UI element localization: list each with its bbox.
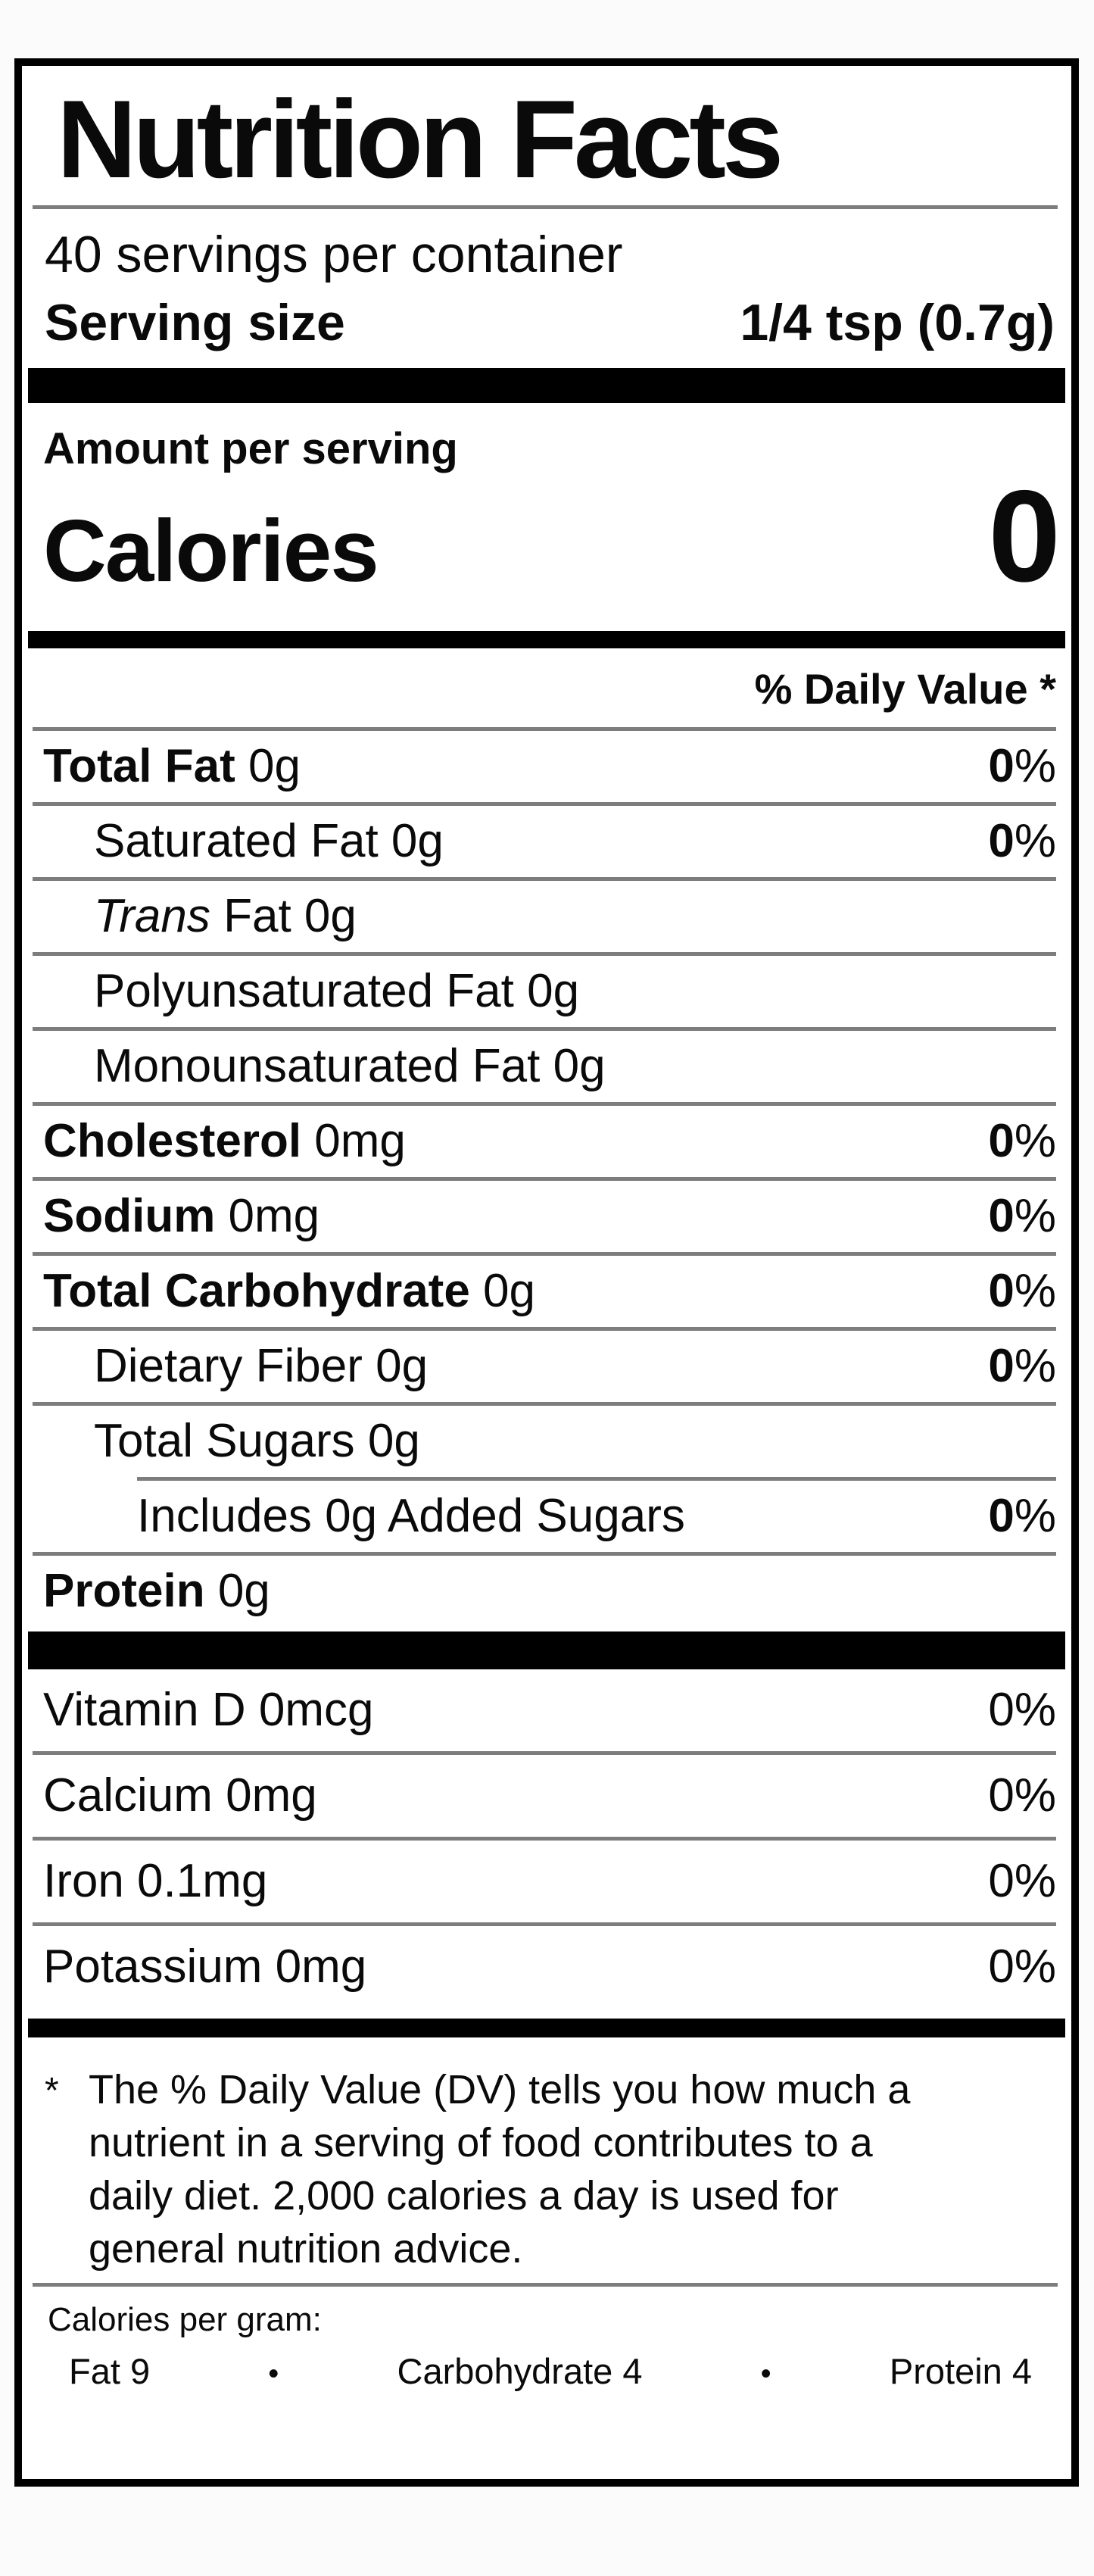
row-divider — [137, 1476, 1056, 1481]
row-divider — [33, 1401, 1056, 1406]
nutrient-name: Potassium 0mg — [43, 1940, 367, 1993]
footnote-text: The % Daily Value (DV) tells you how muc… — [89, 2066, 911, 2272]
nutrient-name: Calcium 0mg — [43, 1769, 317, 1822]
row-divider — [33, 1176, 1056, 1181]
row-divider — [33, 1750, 1056, 1755]
nutrient-row: Includes 0g Added Sugars 0% — [22, 1481, 1071, 1552]
row-divider — [33, 1836, 1056, 1841]
footnote: * The % Daily Value (DV) tells you how m… — [45, 2063, 1041, 2276]
title-divider — [33, 205, 1058, 209]
nutrient-name: Total Sugars 0g — [94, 1414, 420, 1467]
serving-size-value: 1/4 tsp (0.7g) — [740, 294, 1055, 351]
bullet-separator: • — [268, 2357, 279, 2391]
daily-value-percent: 0% — [988, 739, 1056, 792]
calories-value: 0 — [988, 464, 1061, 609]
nutrient-name: Cholesterol 0mg — [43, 1114, 406, 1167]
footer-divider — [33, 2283, 1058, 2287]
daily-value-percent: 0% — [988, 1339, 1056, 1392]
nutrient-row: Polyunsaturated Fat 0g — [22, 956, 1071, 1027]
footnote-separator-bar — [28, 2018, 1065, 2037]
calories-per-gram-item: Protein 4 — [889, 2351, 1032, 2392]
nutrient-name: Dietary Fiber 0g — [94, 1339, 429, 1392]
footnote-asterisk: * — [45, 2070, 59, 2111]
vitamin-mineral-rows: Vitamin D 0mcg 0% Calcium 0mg 0% Iron 0.1mg 0… — [22, 1669, 1071, 2008]
row-divider — [33, 1251, 1056, 1256]
row-divider — [33, 726, 1056, 731]
nutrient-row: Calcium 0mg 0% — [22, 1755, 1071, 1837]
daily-value-percent: 0% — [988, 1489, 1056, 1542]
amount-per-serving-label: Amount per serving — [43, 424, 458, 473]
nutrient-row: Potassium 0mg 0% — [22, 1926, 1071, 2008]
row-divider — [33, 1326, 1056, 1331]
nutrient-row: Iron 0.1mg 0% — [22, 1841, 1071, 1922]
row-divider — [33, 1922, 1056, 1926]
daily-value-percent: 0% — [988, 1683, 1056, 1736]
nutrient-row: Monounsaturated Fat 0g — [22, 1031, 1071, 1102]
nutrient-name: Polyunsaturated Fat 0g — [94, 964, 580, 1017]
row-divider — [33, 1101, 1056, 1106]
nutrient-name: Monounsaturated Fat 0g — [94, 1039, 606, 1092]
daily-value-percent: 0% — [988, 1940, 1056, 1993]
serving-size-row: Serving size 1/4 tsp (0.7g) — [45, 297, 1055, 348]
calories-per-gram-row: Fat 9 • Carbohydrate 4 • Protein 4 — [69, 2353, 1032, 2389]
calories-per-gram-heading: Calories per gram: — [48, 2301, 322, 2339]
row-divider — [33, 951, 1056, 956]
nutrient-name: Total Fat 0g — [43, 739, 301, 792]
nutrient-name: Vitamin D 0mcg — [43, 1683, 374, 1736]
bullet-separator: • — [760, 2357, 771, 2391]
thick-separator-bar-top — [28, 368, 1065, 403]
daily-value-percent: 0% — [988, 1189, 1056, 1242]
nutrient-row: Total Sugars 0g — [22, 1406, 1071, 1477]
nutrient-row: Sodium 0mg 0% — [22, 1181, 1071, 1252]
nutrition-facts-label: Nutrition Facts 40 servings per containe… — [14, 58, 1079, 2487]
daily-value-percent: 0% — [988, 1854, 1056, 1907]
nutrient-rows: Total Fat 0g 0% Saturated Fat 0g 0% Trans Fa… — [22, 726, 1071, 1627]
calories-row: Calories 0 — [43, 471, 1061, 622]
calories-separator-bar — [28, 630, 1065, 648]
label-title: Nutrition Facts — [57, 77, 784, 201]
daily-value-percent: 0% — [988, 1114, 1056, 1167]
nutrient-row: Cholesterol 0mg 0% — [22, 1106, 1071, 1177]
nutrient-row: Vitamin D 0mcg 0% — [22, 1669, 1071, 1751]
calories-per-gram-item: Fat 9 — [69, 2351, 151, 2392]
servings-per-container: 40 servings per container — [45, 226, 623, 283]
calories-label: Calories — [43, 501, 379, 600]
nutrient-row: Trans Fat 0g — [22, 881, 1071, 952]
daily-value-percent: 0% — [988, 1769, 1056, 1822]
protein-separator-bar — [28, 1631, 1065, 1669]
daily-value-percent: 0% — [988, 1264, 1056, 1317]
nutrient-name: Total Carbohydrate 0g — [43, 1264, 536, 1317]
nutrient-name: Sodium 0mg — [43, 1189, 320, 1242]
nutrient-row: Total Carbohydrate 0g 0% — [22, 1256, 1071, 1327]
nutrient-row: Total Fat 0g 0% — [22, 731, 1071, 802]
nutrient-name: Iron 0.1mg — [43, 1854, 268, 1907]
row-divider — [33, 1026, 1056, 1031]
nutrient-name: Includes 0g Added Sugars — [137, 1489, 685, 1542]
row-divider — [33, 1551, 1056, 1556]
nutrient-name: Trans Fat 0g — [94, 889, 357, 942]
row-divider — [33, 876, 1056, 881]
row-divider — [33, 801, 1056, 806]
nutrient-row: Protein 0g — [22, 1556, 1071, 1627]
calories-per-gram-item: Carbohydrate 4 — [397, 2351, 643, 2392]
serving-size-label: Serving size — [45, 294, 345, 351]
nutrient-name: Saturated Fat 0g — [94, 814, 444, 867]
nutrient-row: Saturated Fat 0g 0% — [22, 806, 1071, 877]
nutrient-row: Dietary Fiber 0g 0% — [22, 1331, 1071, 1402]
nutrient-name: Protein 0g — [43, 1564, 270, 1617]
daily-value-percent: 0% — [988, 814, 1056, 867]
daily-value-header: % Daily Value * — [754, 664, 1056, 713]
